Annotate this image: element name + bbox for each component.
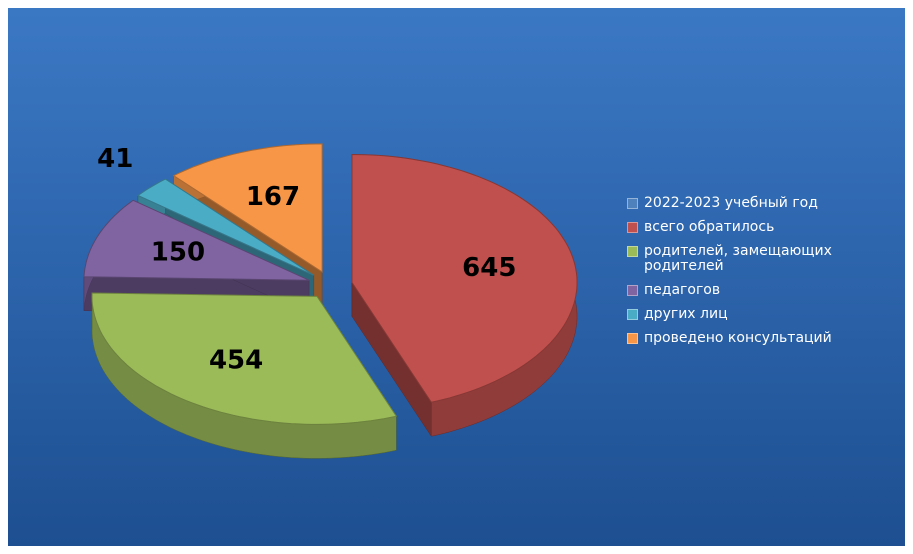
legend-label: 2022-2023 учебный год (644, 195, 818, 211)
slice (172, 143, 323, 273)
legend: 2022-2023 учебный год всего обратилось род… (627, 196, 867, 355)
data-label: 645 (462, 253, 516, 283)
legend-swatch (627, 309, 638, 320)
legend-swatch (627, 246, 638, 257)
data-label: 150 (151, 237, 205, 267)
legend-swatch (627, 333, 638, 344)
slice (83, 199, 310, 281)
legend-item: проведено консультаций (627, 331, 867, 346)
slice (351, 153, 578, 403)
data-label: 41 (97, 144, 133, 174)
legend-item: родителей, замещающих родителей (627, 244, 867, 274)
legend-item: 2022-2023 учебный год (627, 196, 867, 211)
legend-label: проведено консультаций (644, 330, 832, 346)
legend-label: родителей, замещающих родителей (644, 243, 832, 274)
legend-item: всего обратилось (627, 220, 867, 235)
data-label: 454 (209, 346, 263, 376)
legend-item: других лиц (627, 307, 867, 322)
legend-swatch (627, 285, 638, 296)
legend-swatch (627, 222, 638, 233)
legend-label: педагогов (644, 282, 721, 298)
legend-label: других лиц (644, 306, 728, 322)
legend-swatch (627, 198, 638, 209)
slice (91, 292, 398, 425)
legend-label: всего обратилось (644, 219, 775, 235)
legend-item: педагогов (627, 283, 867, 298)
data-label: 167 (246, 182, 300, 212)
slice (136, 178, 315, 276)
